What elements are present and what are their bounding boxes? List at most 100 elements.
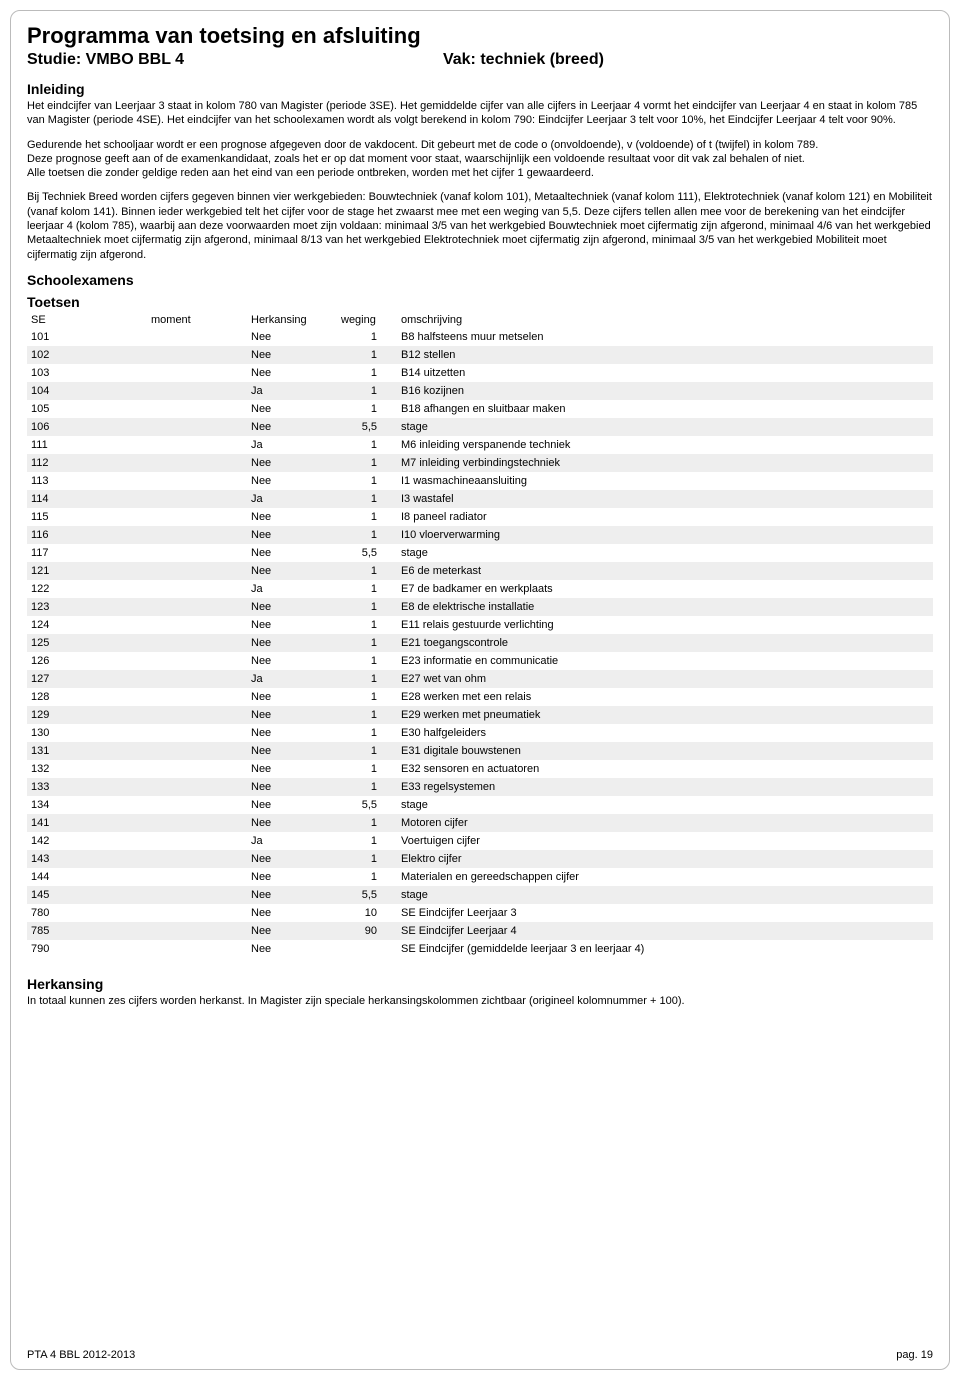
cell-moment (147, 382, 247, 400)
cell-moment (147, 652, 247, 670)
cell-herkansing: Nee (247, 814, 337, 832)
toetsen-table: SE moment Herkansing weging omschrijving… (27, 312, 933, 958)
table-header-row: SE moment Herkansing weging omschrijving (27, 312, 933, 328)
table-row: 132Nee1E32 sensoren en actuatoren (27, 760, 933, 778)
table-row: 114Ja1I3 wastafel (27, 490, 933, 508)
table-row: 122Ja1E7 de badkamer en werkplaats (27, 580, 933, 598)
col-header-weging: weging (337, 312, 397, 328)
cell-weging: 1 (337, 742, 397, 760)
cell-se: 131 (27, 742, 147, 760)
cell-omschrijving: E7 de badkamer en werkplaats (397, 580, 933, 598)
cell-moment (147, 724, 247, 742)
table-row: 128Nee1E28 werken met een relais (27, 688, 933, 706)
herkansing-text: In totaal kunnen zes cijfers worden herk… (27, 994, 933, 1008)
table-row: 102Nee1B12 stellen (27, 346, 933, 364)
cell-herkansing: Ja (247, 490, 337, 508)
table-row: 790NeeSE Eindcijfer (gemiddelde leerjaar… (27, 940, 933, 958)
cell-omschrijving: E31 digitale bouwstenen (397, 742, 933, 760)
cell-omschrijving: I10 vloerverwarming (397, 526, 933, 544)
cell-moment (147, 598, 247, 616)
cell-omschrijving: E27 wet van ohm (397, 670, 933, 688)
cell-herkansing: Ja (247, 580, 337, 598)
table-row: 134Nee5,5stage (27, 796, 933, 814)
cell-omschrijving: Elektro cijfer (397, 850, 933, 868)
cell-moment (147, 634, 247, 652)
cell-omschrijving: E8 de elektrische installatie (397, 598, 933, 616)
cell-herkansing: Nee (247, 652, 337, 670)
cell-weging: 1 (337, 580, 397, 598)
cell-weging: 1 (337, 832, 397, 850)
page-footer: PTA 4 BBL 2012-2013 pag. 19 (27, 1349, 933, 1361)
cell-se: 125 (27, 634, 147, 652)
cell-weging: 1 (337, 328, 397, 346)
table-row: 113Nee1I1 wasmachineaansluiting (27, 472, 933, 490)
cell-herkansing: Nee (247, 760, 337, 778)
cell-se: 130 (27, 724, 147, 742)
cell-moment (147, 832, 247, 850)
cell-moment (147, 490, 247, 508)
cell-se: 103 (27, 364, 147, 382)
cell-moment (147, 814, 247, 832)
table-row: 121Nee1E6 de meterkast (27, 562, 933, 580)
cell-omschrijving: B12 stellen (397, 346, 933, 364)
cell-se: 114 (27, 490, 147, 508)
cell-moment (147, 868, 247, 886)
cell-weging: 5,5 (337, 886, 397, 904)
cell-herkansing: Nee (247, 616, 337, 634)
cell-weging: 1 (337, 454, 397, 472)
table-row: 125Nee1E21 toegangscontrole (27, 634, 933, 652)
cell-omschrijving: E32 sensoren en actuatoren (397, 760, 933, 778)
cell-omschrijving: E11 relais gestuurde verlichting (397, 616, 933, 634)
cell-weging: 1 (337, 436, 397, 454)
cell-moment (147, 778, 247, 796)
cell-weging: 1 (337, 760, 397, 778)
col-header-herkansing: Herkansing (247, 312, 337, 328)
cell-se: 123 (27, 598, 147, 616)
inleiding-p3: Bij Techniek Breed worden cijfers gegeve… (27, 190, 933, 261)
cell-moment (147, 706, 247, 724)
cell-moment (147, 688, 247, 706)
cell-weging: 1 (337, 868, 397, 886)
table-row: 117Nee5,5stage (27, 544, 933, 562)
cell-herkansing: Ja (247, 382, 337, 400)
cell-se: 126 (27, 652, 147, 670)
cell-herkansing: Nee (247, 598, 337, 616)
vak-value: techniek (breed) (480, 51, 604, 68)
cell-se: 113 (27, 472, 147, 490)
cell-omschrijving: Motoren cijfer (397, 814, 933, 832)
cell-se: 115 (27, 508, 147, 526)
cell-herkansing: Nee (247, 400, 337, 418)
cell-moment (147, 562, 247, 580)
inleiding-p1: Het eindcijfer van Leerjaar 3 staat in k… (27, 99, 933, 128)
cell-moment (147, 436, 247, 454)
table-row: 143Nee1Elektro cijfer (27, 850, 933, 868)
cell-herkansing: Nee (247, 526, 337, 544)
cell-weging: 1 (337, 634, 397, 652)
cell-weging: 10 (337, 904, 397, 922)
cell-omschrijving: Voertuigen cijfer (397, 832, 933, 850)
cell-moment (147, 940, 247, 958)
vak-label: Vak: (443, 51, 476, 68)
cell-herkansing: Nee (247, 508, 337, 526)
cell-omschrijving: I8 paneel radiator (397, 508, 933, 526)
cell-se: 102 (27, 346, 147, 364)
cell-weging (337, 940, 397, 958)
cell-moment (147, 742, 247, 760)
cell-weging: 1 (337, 346, 397, 364)
cell-se: 144 (27, 868, 147, 886)
page-title: Programma van toetsing en afsluiting (27, 23, 933, 49)
cell-moment (147, 580, 247, 598)
cell-se: 127 (27, 670, 147, 688)
cell-se: 129 (27, 706, 147, 724)
cell-weging: 1 (337, 652, 397, 670)
cell-weging: 5,5 (337, 418, 397, 436)
cell-weging: 1 (337, 382, 397, 400)
cell-omschrijving: M6 inleiding verspanende techniek (397, 436, 933, 454)
cell-omschrijving: B16 kozijnen (397, 382, 933, 400)
cell-weging: 1 (337, 400, 397, 418)
col-header-omschrijving: omschrijving (397, 312, 933, 328)
table-row: 785Nee90SE Eindcijfer Leerjaar 4 (27, 922, 933, 940)
cell-omschrijving: E6 de meterkast (397, 562, 933, 580)
cell-se: 133 (27, 778, 147, 796)
cell-weging: 1 (337, 364, 397, 382)
